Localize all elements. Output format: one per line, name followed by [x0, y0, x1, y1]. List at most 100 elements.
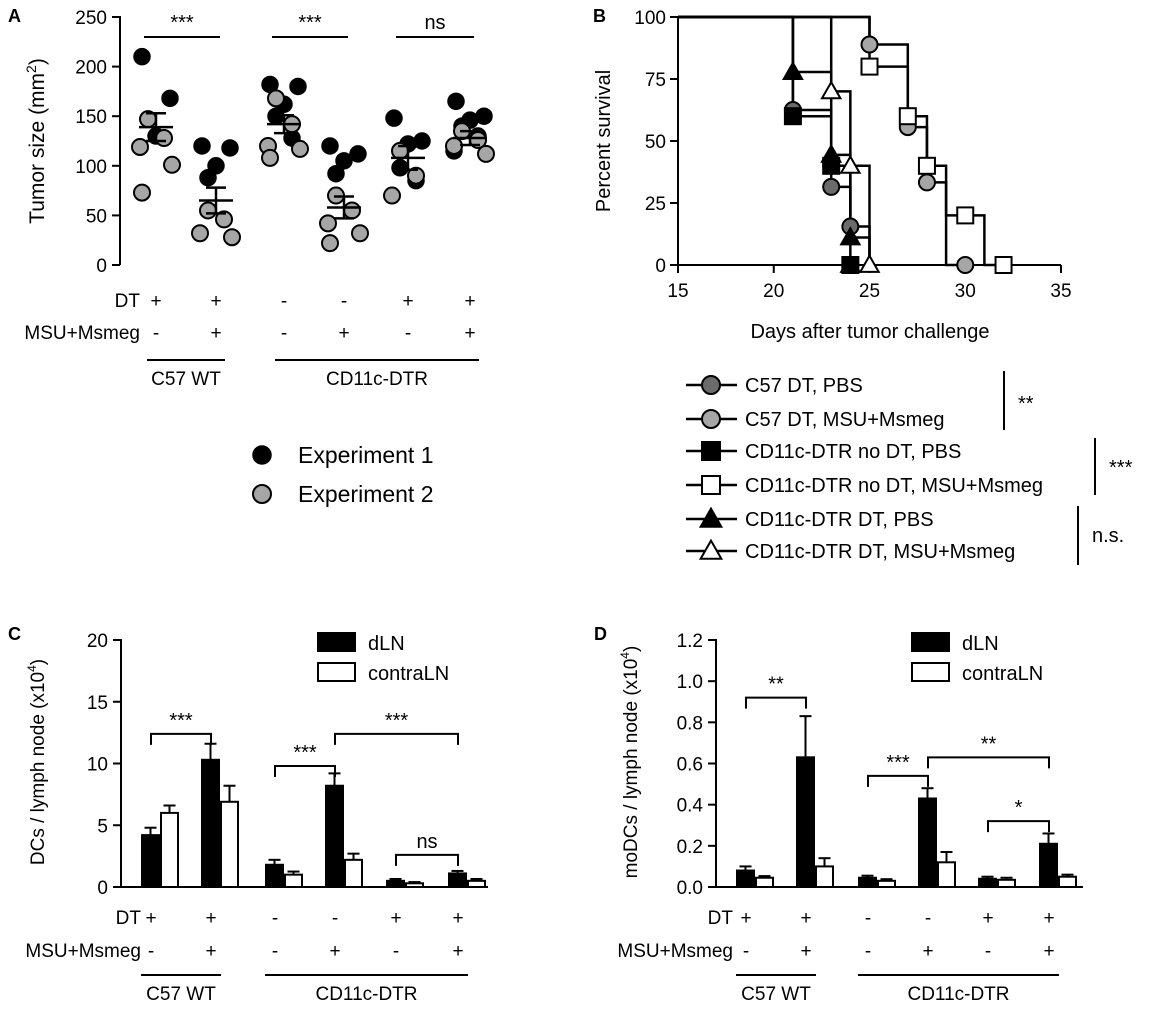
- experiment-1-point: [161, 89, 179, 108]
- contraln-bar: [467, 879, 486, 889]
- significance-bracket: [395, 853, 459, 866]
- significance-label: **: [981, 733, 997, 755]
- experiment-2-point: [351, 224, 369, 243]
- condition-sign: -: [393, 941, 399, 962]
- experiment-1-point: [327, 164, 345, 183]
- experiment-1-point: [447, 92, 465, 111]
- legend-significance-label: n.s.: [1092, 525, 1124, 547]
- y-axis-title: DCs / lymph node (x104): [25, 659, 49, 865]
- legend-marker: [701, 409, 721, 429]
- experiment-2-point: [407, 166, 425, 185]
- survival-curve-line: [678, 15, 871, 265]
- survival-point: [956, 256, 975, 274]
- condition-sign: +: [740, 908, 751, 929]
- strain-group-label: C57 WT: [151, 369, 221, 390]
- condition-sign: +: [210, 291, 221, 312]
- legend-dln-label: dLN: [962, 633, 999, 655]
- experiment-2-point: [477, 144, 495, 163]
- survival-point: [839, 154, 862, 174]
- y-tick-label: 100: [75, 157, 107, 178]
- dln-bar: [448, 872, 467, 888]
- condition-sign: -: [153, 323, 159, 344]
- y-tick-label: 250: [75, 8, 107, 29]
- dln-bar: [265, 863, 284, 889]
- experiment-2-point: [321, 234, 339, 253]
- legend-contraln-swatch: [911, 662, 950, 682]
- panel-letter-c: C: [8, 624, 21, 644]
- experiment-1-point: [133, 47, 151, 66]
- x-tick-label: 30: [955, 281, 976, 302]
- experiment-1-point: [207, 157, 225, 175]
- dln-bar: [325, 784, 344, 888]
- dln-bar: [918, 797, 937, 888]
- legend-marker: [701, 375, 721, 395]
- significance-label: ***: [293, 742, 317, 764]
- condition-sign: +: [1043, 941, 1054, 962]
- survival-point: [917, 173, 936, 192]
- experiment-1-point: [385, 109, 403, 127]
- survival-point: [820, 80, 843, 100]
- dln-bar: [796, 756, 815, 889]
- significance-label: *: [1015, 797, 1023, 819]
- legend-marker: [698, 506, 724, 528]
- legend-label: C57 DT, MSU+Msmeg: [745, 409, 945, 431]
- significance-bracket: [150, 732, 212, 745]
- significance-bracket: [987, 820, 1050, 833]
- x-tick-label: 15: [667, 281, 688, 302]
- legend-dln-label: dLN: [368, 633, 405, 655]
- experiment-2-point: [343, 201, 361, 220]
- legend-experiment-1-label: Experiment 1: [298, 442, 434, 468]
- survival-point: [781, 60, 804, 80]
- condition-sign: -: [341, 291, 347, 312]
- contraln-bar: [405, 882, 424, 888]
- dln-bar: [978, 877, 997, 888]
- experiment-2-point: [261, 148, 279, 167]
- y-tick-label: 0.4: [677, 796, 704, 817]
- condition-row-label: DT: [116, 908, 142, 929]
- survival-curve-line: [678, 15, 1004, 267]
- experiment-1-point: [289, 77, 307, 96]
- condition-sign: -: [332, 908, 338, 929]
- condition-sign: +: [329, 941, 340, 962]
- y-tick-label: 0.6: [677, 755, 703, 776]
- contraln-bar: [284, 873, 303, 889]
- experiment-2-point: [445, 136, 463, 155]
- dln-bar: [858, 876, 877, 888]
- condition-row-label: MSU+Msmeg: [617, 941, 733, 962]
- experiment-1-point: [349, 145, 367, 163]
- legend-contraln-swatch: [317, 662, 356, 682]
- survival-point: [839, 253, 862, 273]
- y-axis-title-close: ): [621, 646, 642, 652]
- y-axis-title-text: moDCs / lymph node (x10: [621, 659, 642, 879]
- contraln-bar: [160, 811, 179, 889]
- contraln-bar: [755, 876, 774, 888]
- legend-label: CD11c-DTR no DT, PBS: [745, 441, 961, 463]
- significance-bracket: [867, 774, 929, 787]
- contraln-bar: [344, 858, 363, 889]
- legend-experiment-2-label: Experiment 2: [298, 481, 434, 507]
- survival-point: [820, 143, 843, 163]
- condition-sign: +: [464, 291, 475, 312]
- survival-point: [860, 35, 879, 54]
- legend-contraln-label: contraLN: [368, 663, 449, 685]
- condition-sign: +: [210, 323, 221, 344]
- y-tick-label: 1.0: [677, 672, 703, 693]
- y-axis-title-sup: 2: [23, 65, 39, 73]
- experiment-2-point: [215, 210, 233, 229]
- y-axis-title-text: DCs / lymph node (x10: [28, 672, 49, 865]
- significance-label: ns: [416, 831, 437, 853]
- contraln-bar: [997, 878, 1016, 889]
- survival-point: [839, 226, 862, 246]
- survival-point: [994, 256, 1013, 274]
- legend-significance-label: ***: [1109, 457, 1133, 479]
- dln-bar: [1039, 842, 1058, 889]
- x-tick-label: 35: [1050, 281, 1071, 302]
- strain-group-label: CD11c-DTR: [907, 984, 1009, 1005]
- dln-bar: [201, 758, 220, 888]
- panel-letter-a: A: [8, 6, 21, 26]
- significance-bracket: [745, 696, 807, 709]
- experiment-1-point: [335, 152, 353, 170]
- x-tick-label: 20: [763, 281, 784, 302]
- condition-sign: -: [985, 941, 991, 962]
